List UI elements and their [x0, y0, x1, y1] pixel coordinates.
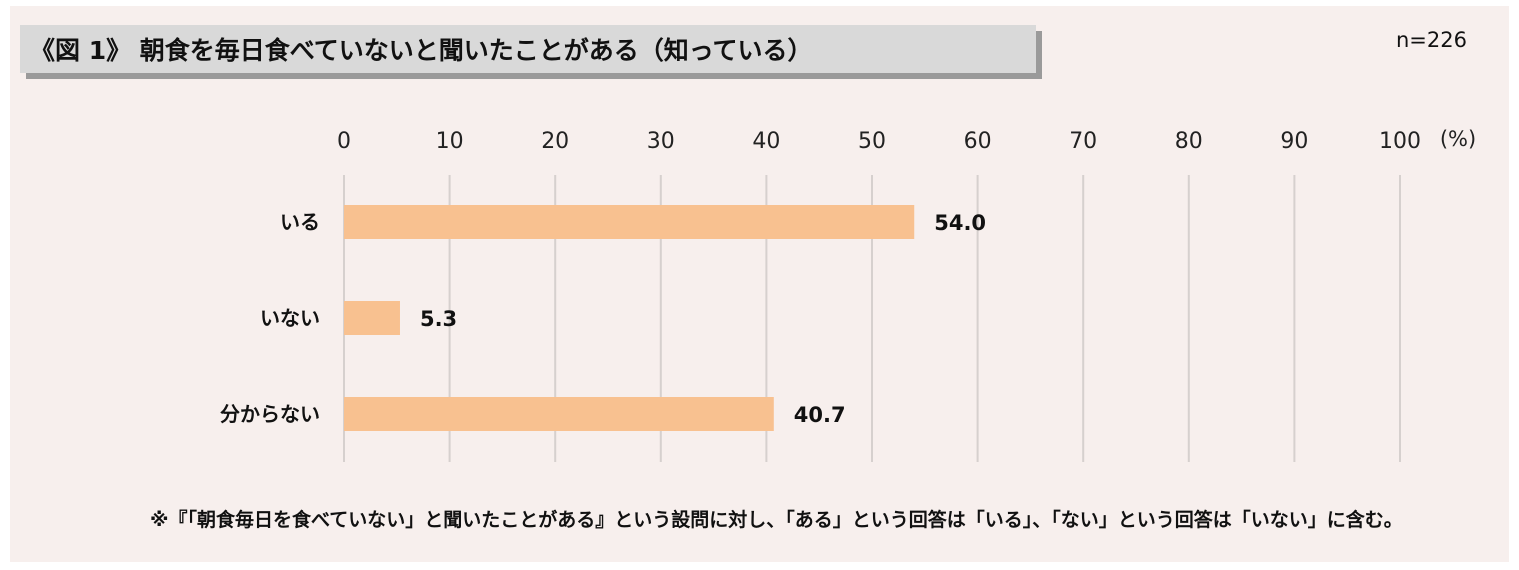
x-tick-label: 70: [1069, 129, 1097, 154]
footnote: ※『「朝食毎日を食べていない」と聞いたことがある』という設問に対し、「ある」とい…: [150, 509, 1403, 531]
x-unit-label: (%): [1440, 127, 1476, 151]
category-label: いる: [280, 210, 320, 234]
x-tick-label: 80: [1175, 129, 1203, 154]
x-tick-label: 0: [337, 129, 351, 154]
x-tick-label: 60: [964, 129, 992, 154]
title-box: 《図 1》 朝食を毎日食べていないと聞いたことがある（知っている）: [20, 25, 1036, 73]
chart-panel: [10, 6, 1509, 562]
x-tick-label: 10: [436, 129, 464, 154]
data-label: 5.3: [420, 307, 457, 331]
x-tick-label: 30: [647, 129, 675, 154]
category-label: いない: [260, 306, 320, 330]
x-tick-label: 90: [1280, 129, 1308, 154]
x-tick-label: 20: [541, 129, 569, 154]
sample-size-label: n=226: [1396, 28, 1467, 52]
bar: [344, 397, 774, 431]
x-tick-label: 40: [752, 129, 780, 154]
data-label: 40.7: [794, 403, 846, 427]
chart-title: 《図 1》 朝食を毎日食べていないと聞いたことがある（知っている）: [30, 36, 813, 65]
x-tick-label: 50: [858, 129, 886, 154]
bar: [344, 301, 400, 335]
category-label: 分からない: [220, 402, 320, 426]
data-label: 54.0: [934, 211, 986, 235]
x-tick-label: 100: [1379, 129, 1421, 154]
bar: [344, 205, 915, 239]
